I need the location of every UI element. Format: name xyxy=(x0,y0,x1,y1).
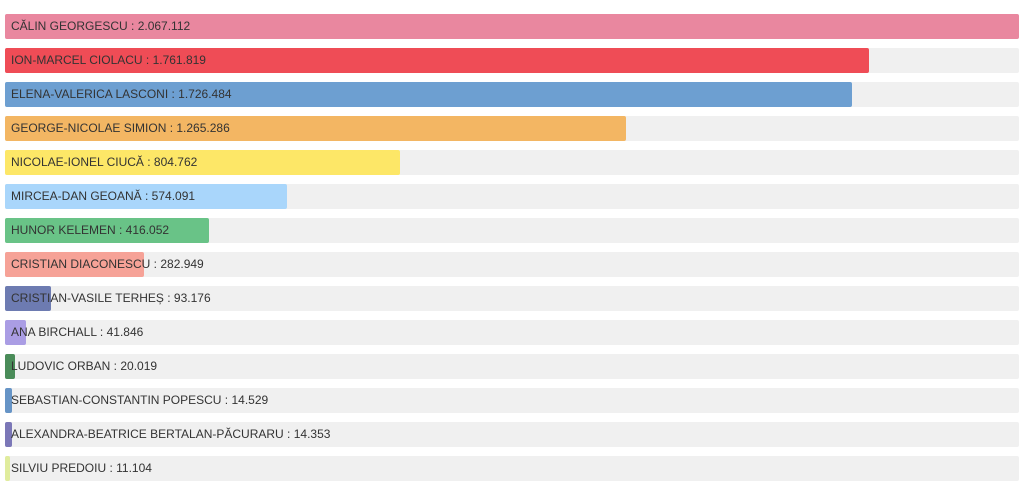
bar[interactable] xyxy=(5,82,852,107)
bar-track: ALEXANDRA-BEATRICE BERTALAN-PĂCURARU : 1… xyxy=(5,422,1019,447)
bar-track: SEBASTIAN-CONSTANTIN POPESCU : 14.529 xyxy=(5,388,1019,413)
bar-label: GEORGE-NICOLAE SIMION : 1.265.286 xyxy=(11,121,230,135)
bar-label: CĂLIN GEORGESCU : 2.067.112 xyxy=(11,19,191,33)
bar[interactable] xyxy=(5,218,209,243)
bar-track: SILVIU PREDOIU : 11.104 xyxy=(5,456,1019,481)
bar-track: CĂLIN GEORGESCU : 2.067.112 xyxy=(5,14,1019,39)
bar-track: ION-MARCEL CIOLACU : 1.761.819 xyxy=(5,48,1019,73)
bar-track: HUNOR KELEMEN : 416.052 xyxy=(5,218,1019,243)
bar-track: MIRCEA-DAN GEOANĂ : 574.091 xyxy=(5,184,1019,209)
bar-label: ALEXANDRA-BEATRICE BERTALAN-PĂCURARU : 1… xyxy=(11,427,331,441)
bar[interactable] xyxy=(5,354,15,379)
bar-label: CRISTIAN DIACONESCU : 282.949 xyxy=(11,257,204,271)
bar-track: ELENA-VALERICA LASCONI : 1.726.484 xyxy=(5,82,1019,107)
bar-track: NICOLAE-IONEL CIUCĂ : 804.762 xyxy=(5,150,1019,175)
bar[interactable] xyxy=(5,252,144,277)
bar-label: LUDOVIC ORBAN : 20.019 xyxy=(11,359,158,373)
bar-label: ANA BIRCHALL : 41.846 xyxy=(11,325,144,339)
bar-label: SILVIU PREDOIU : 11.104 xyxy=(11,461,152,475)
bar[interactable] xyxy=(5,184,287,209)
bar[interactable] xyxy=(5,388,12,413)
bar[interactable] xyxy=(5,286,51,311)
bar-label: ELENA-VALERICA LASCONI : 1.726.484 xyxy=(11,87,232,101)
bar-track: CRISTIAN DIACONESCU : 282.949 xyxy=(5,252,1019,277)
bar[interactable] xyxy=(5,14,1019,39)
bar-label: SEBASTIAN-CONSTANTIN POPESCU : 14.529 xyxy=(11,393,269,407)
bar-track: LUDOVIC ORBAN : 20.019 xyxy=(5,354,1019,379)
bar[interactable] xyxy=(5,48,869,73)
bar[interactable] xyxy=(5,150,400,175)
bar[interactable] xyxy=(5,456,10,481)
bar[interactable] xyxy=(5,320,26,345)
bar-label: ION-MARCEL CIOLACU : 1.761.819 xyxy=(11,53,206,67)
bar-track: GEORGE-NICOLAE SIMION : 1.265.286 xyxy=(5,116,1019,141)
bar-label: MIRCEA-DAN GEOANĂ : 574.091 xyxy=(11,189,196,203)
bar-label: HUNOR KELEMEN : 416.052 xyxy=(11,223,170,237)
bar[interactable] xyxy=(5,116,626,141)
bar-label: NICOLAE-IONEL CIUCĂ : 804.762 xyxy=(11,155,198,169)
bar-track: ANA BIRCHALL : 41.846 xyxy=(5,320,1019,345)
bar[interactable] xyxy=(5,422,12,447)
bar-label: CRISTIAN-VASILE TERHEȘ : 93.176 xyxy=(11,291,211,305)
bar-track: CRISTIAN-VASILE TERHEȘ : 93.176 xyxy=(5,286,1019,311)
